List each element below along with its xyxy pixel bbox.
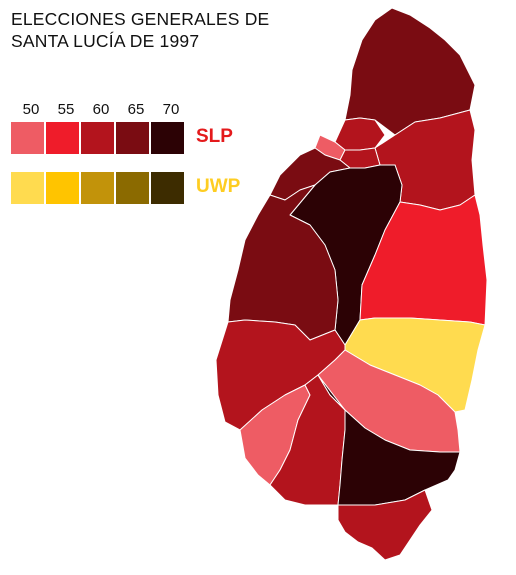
map-title: ELECCIONES GENERALES DE SANTA LUCÍA DE 1… bbox=[11, 8, 311, 52]
legend-swatch bbox=[116, 122, 149, 154]
legend-tick: 50 bbox=[22, 101, 40, 118]
legend-swatch bbox=[11, 172, 44, 204]
legend-swatch bbox=[11, 122, 44, 154]
legend-tick: 65 bbox=[127, 101, 145, 118]
map-title-line-2: SANTA LUCÍA DE 1997 bbox=[11, 31, 200, 51]
legend-tick: 70 bbox=[162, 101, 180, 118]
legend-tick: 60 bbox=[92, 101, 110, 118]
legend-uwp-label: UWP bbox=[196, 176, 241, 197]
legend-uwp-swatches bbox=[11, 172, 186, 204]
legend-swatch bbox=[46, 172, 79, 204]
map-title-line-1: ELECCIONES GENERALES DE bbox=[11, 9, 270, 29]
legend-tick: 55 bbox=[57, 101, 75, 118]
legend-ticks: 50 55 60 65 70 bbox=[14, 101, 194, 121]
legend-swatch bbox=[116, 172, 149, 204]
constituency-gros-islet-west bbox=[334, 117, 386, 151]
legend-swatch bbox=[151, 172, 184, 204]
legend-swatch bbox=[151, 122, 184, 154]
constituency-dennery-north bbox=[359, 194, 488, 326]
legend-swatch bbox=[81, 172, 114, 204]
constituency-micoud-south bbox=[317, 374, 461, 506]
legend-slp-label: SLP bbox=[196, 126, 233, 147]
legend-swatch bbox=[81, 122, 114, 154]
legend-swatch bbox=[46, 122, 79, 154]
legend-slp-swatches bbox=[11, 122, 186, 154]
constituency-vieux-fort bbox=[337, 489, 433, 561]
